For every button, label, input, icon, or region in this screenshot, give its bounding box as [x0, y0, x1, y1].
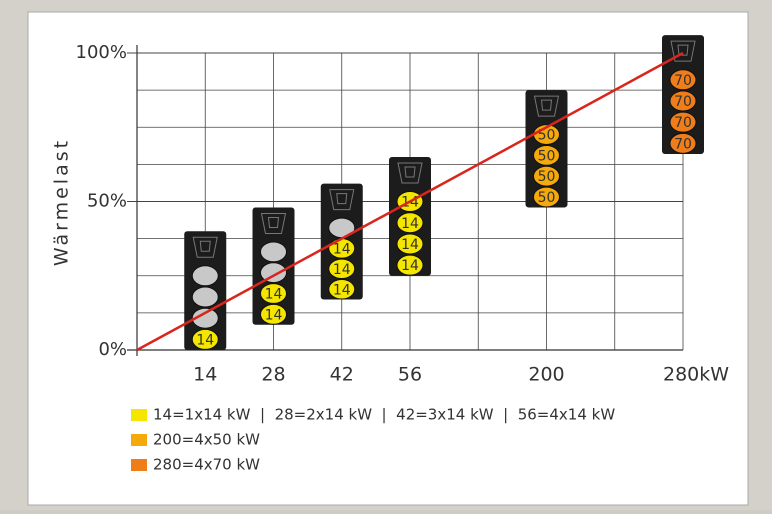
unit-fan — [192, 236, 218, 258]
module-label: 14 — [196, 332, 214, 348]
x-tick-label: 42 — [330, 364, 354, 386]
module — [669, 111, 697, 133]
module — [533, 186, 560, 208]
module-label: 14 — [333, 241, 351, 257]
y-tick-label: 0% — [98, 339, 127, 360]
module-label: 14 — [333, 282, 351, 298]
module — [669, 90, 697, 112]
module-label: 70 — [674, 115, 692, 131]
module — [533, 165, 560, 187]
unit-fan — [670, 40, 696, 62]
unit-fan — [329, 189, 355, 211]
module-off — [260, 241, 287, 263]
module — [260, 283, 287, 304]
module — [260, 303, 287, 325]
module-label: 14 — [401, 237, 419, 253]
module-label: 14 — [401, 258, 419, 274]
module-label: 50 — [538, 128, 556, 144]
unit-fan — [397, 162, 423, 184]
x-tick-label: 28 — [261, 364, 285, 386]
module-label: 50 — [538, 169, 556, 185]
legend-swatch — [131, 434, 147, 446]
module-label: 70 — [674, 136, 692, 152]
x-tick-label: 280kW — [663, 364, 729, 386]
module-label: 14 — [265, 287, 283, 303]
x-tick-label: 200 — [528, 364, 564, 386]
module — [328, 258, 356, 280]
load-line — [136, 51, 684, 352]
module-off — [260, 262, 287, 284]
module-label: 50 — [538, 148, 556, 164]
module — [669, 69, 697, 91]
module-label: 14 — [265, 307, 283, 323]
y-axis-label: Wärmelast — [51, 138, 73, 266]
module-label: 14 — [333, 262, 351, 278]
module — [396, 254, 424, 276]
panel — [27, 11, 749, 506]
x-tick-label: 56 — [398, 364, 422, 386]
module-label: 70 — [674, 73, 692, 89]
module-off — [191, 265, 219, 287]
module — [191, 328, 219, 350]
module — [396, 212, 424, 234]
module — [669, 132, 697, 154]
module — [533, 144, 560, 166]
legend-label: 280=4x70 kW — [153, 456, 260, 474]
module-label: 50 — [538, 190, 556, 206]
module-label: 70 — [674, 94, 692, 110]
legend-label: 200=4x50 kW — [153, 431, 260, 449]
legend-swatch — [131, 409, 147, 421]
module-off — [191, 307, 219, 329]
x-tick-label: 14 — [193, 364, 217, 386]
legend-swatch — [131, 459, 147, 471]
y-tick-label: 50% — [87, 191, 127, 212]
y-tick-label: 100% — [76, 42, 127, 63]
unit-fan — [533, 95, 560, 117]
module-off — [191, 286, 219, 308]
unit-fan — [260, 212, 287, 234]
module — [328, 279, 356, 300]
legend-label: 14=1x14 kW | 28=2x14 kW | 42=3x14 kW | 5… — [153, 406, 615, 424]
module-label: 14 — [401, 216, 419, 232]
module — [396, 233, 424, 255]
